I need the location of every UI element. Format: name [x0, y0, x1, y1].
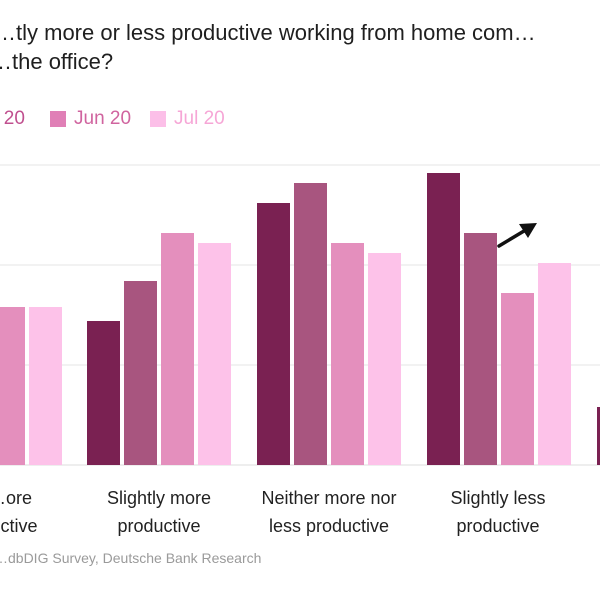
- bar: [257, 203, 290, 465]
- bar: [538, 263, 571, 465]
- bar: [124, 281, 157, 465]
- category-label-much-more: …ore …ctive: [0, 484, 90, 540]
- bar: [427, 173, 460, 465]
- category-label-slightly-less: Slightly less productive: [413, 484, 583, 540]
- bar: [198, 243, 231, 465]
- bar: [501, 293, 534, 465]
- legend-label-may: …y 20: [0, 108, 25, 129]
- legend-item-jun: Jun 20: [50, 108, 131, 130]
- bar-chart: [0, 164, 600, 466]
- bar: [368, 253, 401, 465]
- bar: [161, 233, 194, 465]
- bar: [597, 407, 600, 465]
- legend-swatch-jul: [150, 111, 166, 127]
- arrow-head: [519, 223, 537, 238]
- bar: [331, 243, 364, 465]
- category-label-line: Slightly more: [106, 488, 212, 508]
- arrow-shaft: [497, 229, 526, 248]
- category-label-line: productive: [456, 516, 540, 536]
- bar: [464, 233, 497, 465]
- category-label-line: Neither more nor: [261, 488, 397, 508]
- legend-item-may: …y 20: [0, 108, 25, 130]
- legend-label-jun: Jun 20: [74, 108, 132, 129]
- bar: [87, 321, 120, 465]
- legend-swatch-jun: [50, 111, 66, 127]
- category-label-slightly-more: Slightly more productive: [74, 484, 244, 540]
- annotation: [497, 223, 537, 248]
- category-label-line: less productive: [268, 516, 390, 536]
- legend-label-jul: Jul 20: [174, 108, 225, 129]
- category-label-line: productive: [117, 516, 201, 536]
- category-label-line: …ore: [0, 488, 32, 508]
- source-note: …dbDIG Survey, Deutsche Bank Research: [0, 550, 262, 566]
- bar: [29, 307, 62, 465]
- chart-title: …tly more or less productive working fro…: [0, 18, 600, 76]
- category-label-line: …ctive: [0, 516, 38, 536]
- bar: [294, 183, 327, 465]
- category-label-neither: Neither more nor less productive: [244, 484, 414, 540]
- chart-title-line-1: …tly more or less productive working fro…: [0, 20, 536, 45]
- category-label-line: Slightly less: [450, 488, 546, 508]
- chart-title-line-2: …the office?: [0, 49, 114, 74]
- bar: [0, 307, 25, 465]
- bars: [0, 173, 600, 465]
- legend-item-jul: Jul 20: [150, 108, 225, 130]
